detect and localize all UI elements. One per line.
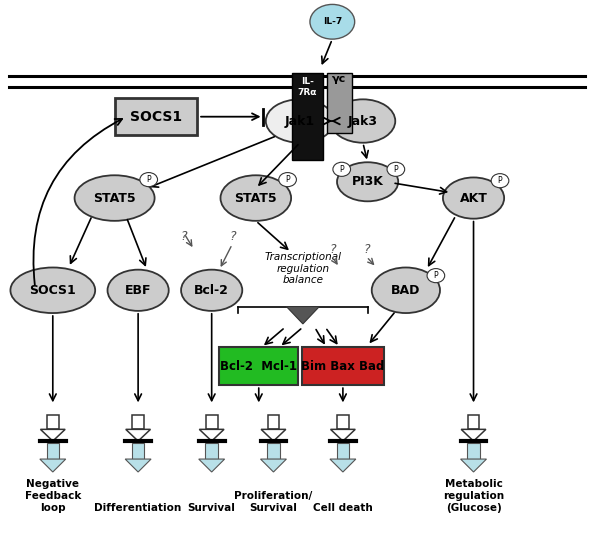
Text: Bcl-2  Mcl-1: Bcl-2 Mcl-1 bbox=[220, 359, 297, 373]
Text: ?: ? bbox=[363, 243, 369, 256]
Ellipse shape bbox=[337, 162, 398, 201]
Ellipse shape bbox=[333, 162, 350, 176]
Bar bbox=[219, 347, 298, 385]
Text: Proliferation/
Survival: Proliferation/ Survival bbox=[235, 491, 312, 513]
Bar bbox=[132, 415, 144, 429]
Text: Transcriptional
regulation
balance: Transcriptional regulation balance bbox=[264, 252, 342, 285]
Text: Jak1: Jak1 bbox=[285, 115, 315, 128]
Bar bbox=[467, 443, 480, 459]
Text: Negative
Feedback
loop: Negative Feedback loop bbox=[24, 480, 81, 513]
Text: P: P bbox=[434, 271, 438, 280]
Text: BAD: BAD bbox=[391, 284, 421, 297]
Ellipse shape bbox=[279, 173, 296, 187]
Ellipse shape bbox=[491, 174, 509, 188]
Polygon shape bbox=[261, 429, 286, 441]
Polygon shape bbox=[125, 459, 151, 472]
Text: STAT5: STAT5 bbox=[93, 192, 136, 204]
Text: SOCS1: SOCS1 bbox=[30, 284, 76, 297]
Polygon shape bbox=[200, 429, 224, 441]
Polygon shape bbox=[286, 306, 320, 324]
Text: ?: ? bbox=[329, 243, 336, 256]
Bar bbox=[337, 415, 349, 429]
Ellipse shape bbox=[140, 173, 157, 187]
Text: Metabolic
regulation
(Glucose): Metabolic regulation (Glucose) bbox=[443, 480, 504, 513]
Text: PI3K: PI3K bbox=[352, 175, 384, 189]
Ellipse shape bbox=[108, 270, 169, 311]
Polygon shape bbox=[330, 429, 355, 441]
Bar bbox=[292, 73, 323, 160]
Text: SOCS1: SOCS1 bbox=[129, 110, 182, 124]
Ellipse shape bbox=[220, 175, 291, 221]
Polygon shape bbox=[461, 429, 486, 441]
Polygon shape bbox=[330, 459, 356, 472]
Bar bbox=[302, 347, 384, 385]
Bar bbox=[47, 415, 59, 429]
Ellipse shape bbox=[310, 4, 355, 39]
Polygon shape bbox=[40, 429, 65, 441]
Polygon shape bbox=[126, 429, 150, 441]
Text: AKT: AKT bbox=[460, 192, 488, 204]
Bar bbox=[267, 415, 279, 429]
Text: Jak3: Jak3 bbox=[348, 115, 378, 128]
Ellipse shape bbox=[266, 99, 334, 142]
Text: P: P bbox=[339, 165, 344, 174]
Text: P: P bbox=[394, 165, 398, 174]
Text: Bim Bax Bad: Bim Bax Bad bbox=[301, 359, 384, 373]
Text: P: P bbox=[285, 175, 290, 184]
Ellipse shape bbox=[75, 175, 154, 221]
Polygon shape bbox=[199, 459, 225, 472]
Bar bbox=[206, 415, 217, 429]
Bar bbox=[206, 443, 218, 459]
Ellipse shape bbox=[387, 162, 405, 176]
Text: Survival: Survival bbox=[188, 503, 236, 513]
Ellipse shape bbox=[11, 267, 95, 313]
Text: γc: γc bbox=[332, 74, 346, 84]
Bar bbox=[337, 443, 349, 459]
Ellipse shape bbox=[330, 99, 395, 142]
Bar bbox=[132, 443, 144, 459]
Bar bbox=[267, 443, 280, 459]
Polygon shape bbox=[40, 459, 66, 472]
Ellipse shape bbox=[372, 267, 440, 313]
Text: P: P bbox=[146, 175, 151, 184]
Bar bbox=[46, 443, 59, 459]
Polygon shape bbox=[460, 459, 486, 472]
Text: Bcl-2: Bcl-2 bbox=[194, 284, 229, 297]
Text: EBF: EBF bbox=[125, 284, 151, 297]
Text: P: P bbox=[498, 176, 503, 185]
Text: Differentiation: Differentiation bbox=[94, 503, 182, 513]
Polygon shape bbox=[261, 459, 286, 472]
Ellipse shape bbox=[443, 178, 504, 219]
Ellipse shape bbox=[427, 269, 445, 283]
Bar bbox=[467, 415, 479, 429]
Text: IL-7: IL-7 bbox=[323, 18, 342, 26]
Bar bbox=[327, 73, 352, 133]
Text: STAT5: STAT5 bbox=[235, 192, 277, 204]
Text: ?: ? bbox=[229, 230, 236, 243]
Text: ?: ? bbox=[181, 230, 187, 243]
Bar bbox=[115, 98, 197, 135]
Text: Cell death: Cell death bbox=[313, 503, 373, 513]
Text: IL-
7Rα: IL- 7Rα bbox=[298, 77, 317, 96]
Ellipse shape bbox=[181, 270, 242, 311]
